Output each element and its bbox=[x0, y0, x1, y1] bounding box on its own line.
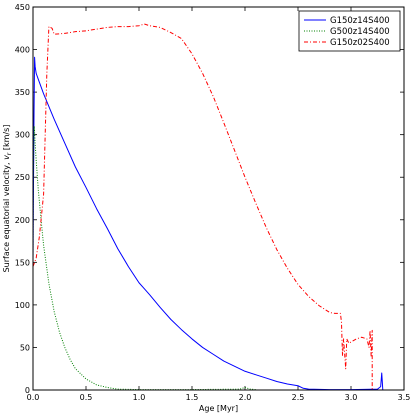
x-tick-label: 2.0 bbox=[239, 393, 252, 402]
y-tick-label: 250 bbox=[15, 173, 30, 182]
x-tick-label: 0.0 bbox=[27, 393, 40, 402]
x-tick-labels: 0.0 0.5 1.0 1.5 2.0 2.5 3.0 3.5 bbox=[27, 393, 411, 402]
y-tick-label: 150 bbox=[15, 258, 30, 267]
series-line-G150z14S400 bbox=[32, 56, 384, 391]
y-tick-label: 450 bbox=[15, 3, 30, 12]
y-tick-label: 50 bbox=[20, 343, 30, 352]
tick-marks bbox=[32, 6, 405, 391]
y-tick-label: 200 bbox=[15, 216, 30, 225]
legend-label: G150z02S400 bbox=[330, 38, 390, 48]
legend-box bbox=[298, 10, 401, 52]
series-lines bbox=[32, 23, 384, 391]
series-line-G500z14S400 bbox=[32, 125, 256, 391]
y-tick-label: 400 bbox=[15, 46, 30, 55]
x-tick-label: 0.5 bbox=[80, 393, 93, 402]
x-tick-label: 1.5 bbox=[186, 393, 199, 402]
y-tick-label: 100 bbox=[15, 301, 30, 310]
plot-frame bbox=[32, 6, 405, 391]
y-tick-label: 350 bbox=[15, 88, 30, 97]
legend-label: G150z14S400 bbox=[330, 16, 390, 26]
y-axis-label: Surface equatorial velocity, vr [km/s] bbox=[2, 125, 13, 273]
x-tick-label: 3.5 bbox=[398, 393, 411, 402]
x-tick-label: 3.0 bbox=[345, 393, 358, 402]
x-axis-label: Age [Myr] bbox=[199, 404, 238, 413]
x-tick-label: 1.0 bbox=[133, 393, 146, 402]
x-tick-label: 2.5 bbox=[292, 393, 305, 402]
y-tick-labels: 0 50 100 150 200 250 300 350 400 450 bbox=[15, 3, 30, 395]
y-tick-label: 0 bbox=[25, 386, 30, 395]
y-tick-label: 300 bbox=[15, 131, 30, 140]
legend-label: G500z14S400 bbox=[330, 27, 390, 37]
series-line-G150z02S400 bbox=[32, 23, 373, 390]
